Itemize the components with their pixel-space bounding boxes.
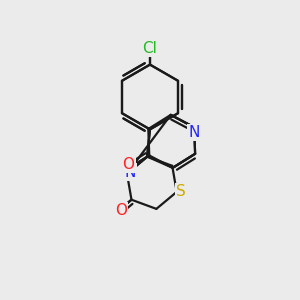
Text: O: O bbox=[115, 203, 127, 218]
Text: Cl: Cl bbox=[142, 41, 158, 56]
Text: N: N bbox=[188, 125, 200, 140]
Text: Cl: Cl bbox=[142, 41, 158, 56]
Text: S: S bbox=[176, 184, 186, 200]
Text: N: N bbox=[125, 165, 136, 180]
Text: O: O bbox=[123, 157, 135, 172]
